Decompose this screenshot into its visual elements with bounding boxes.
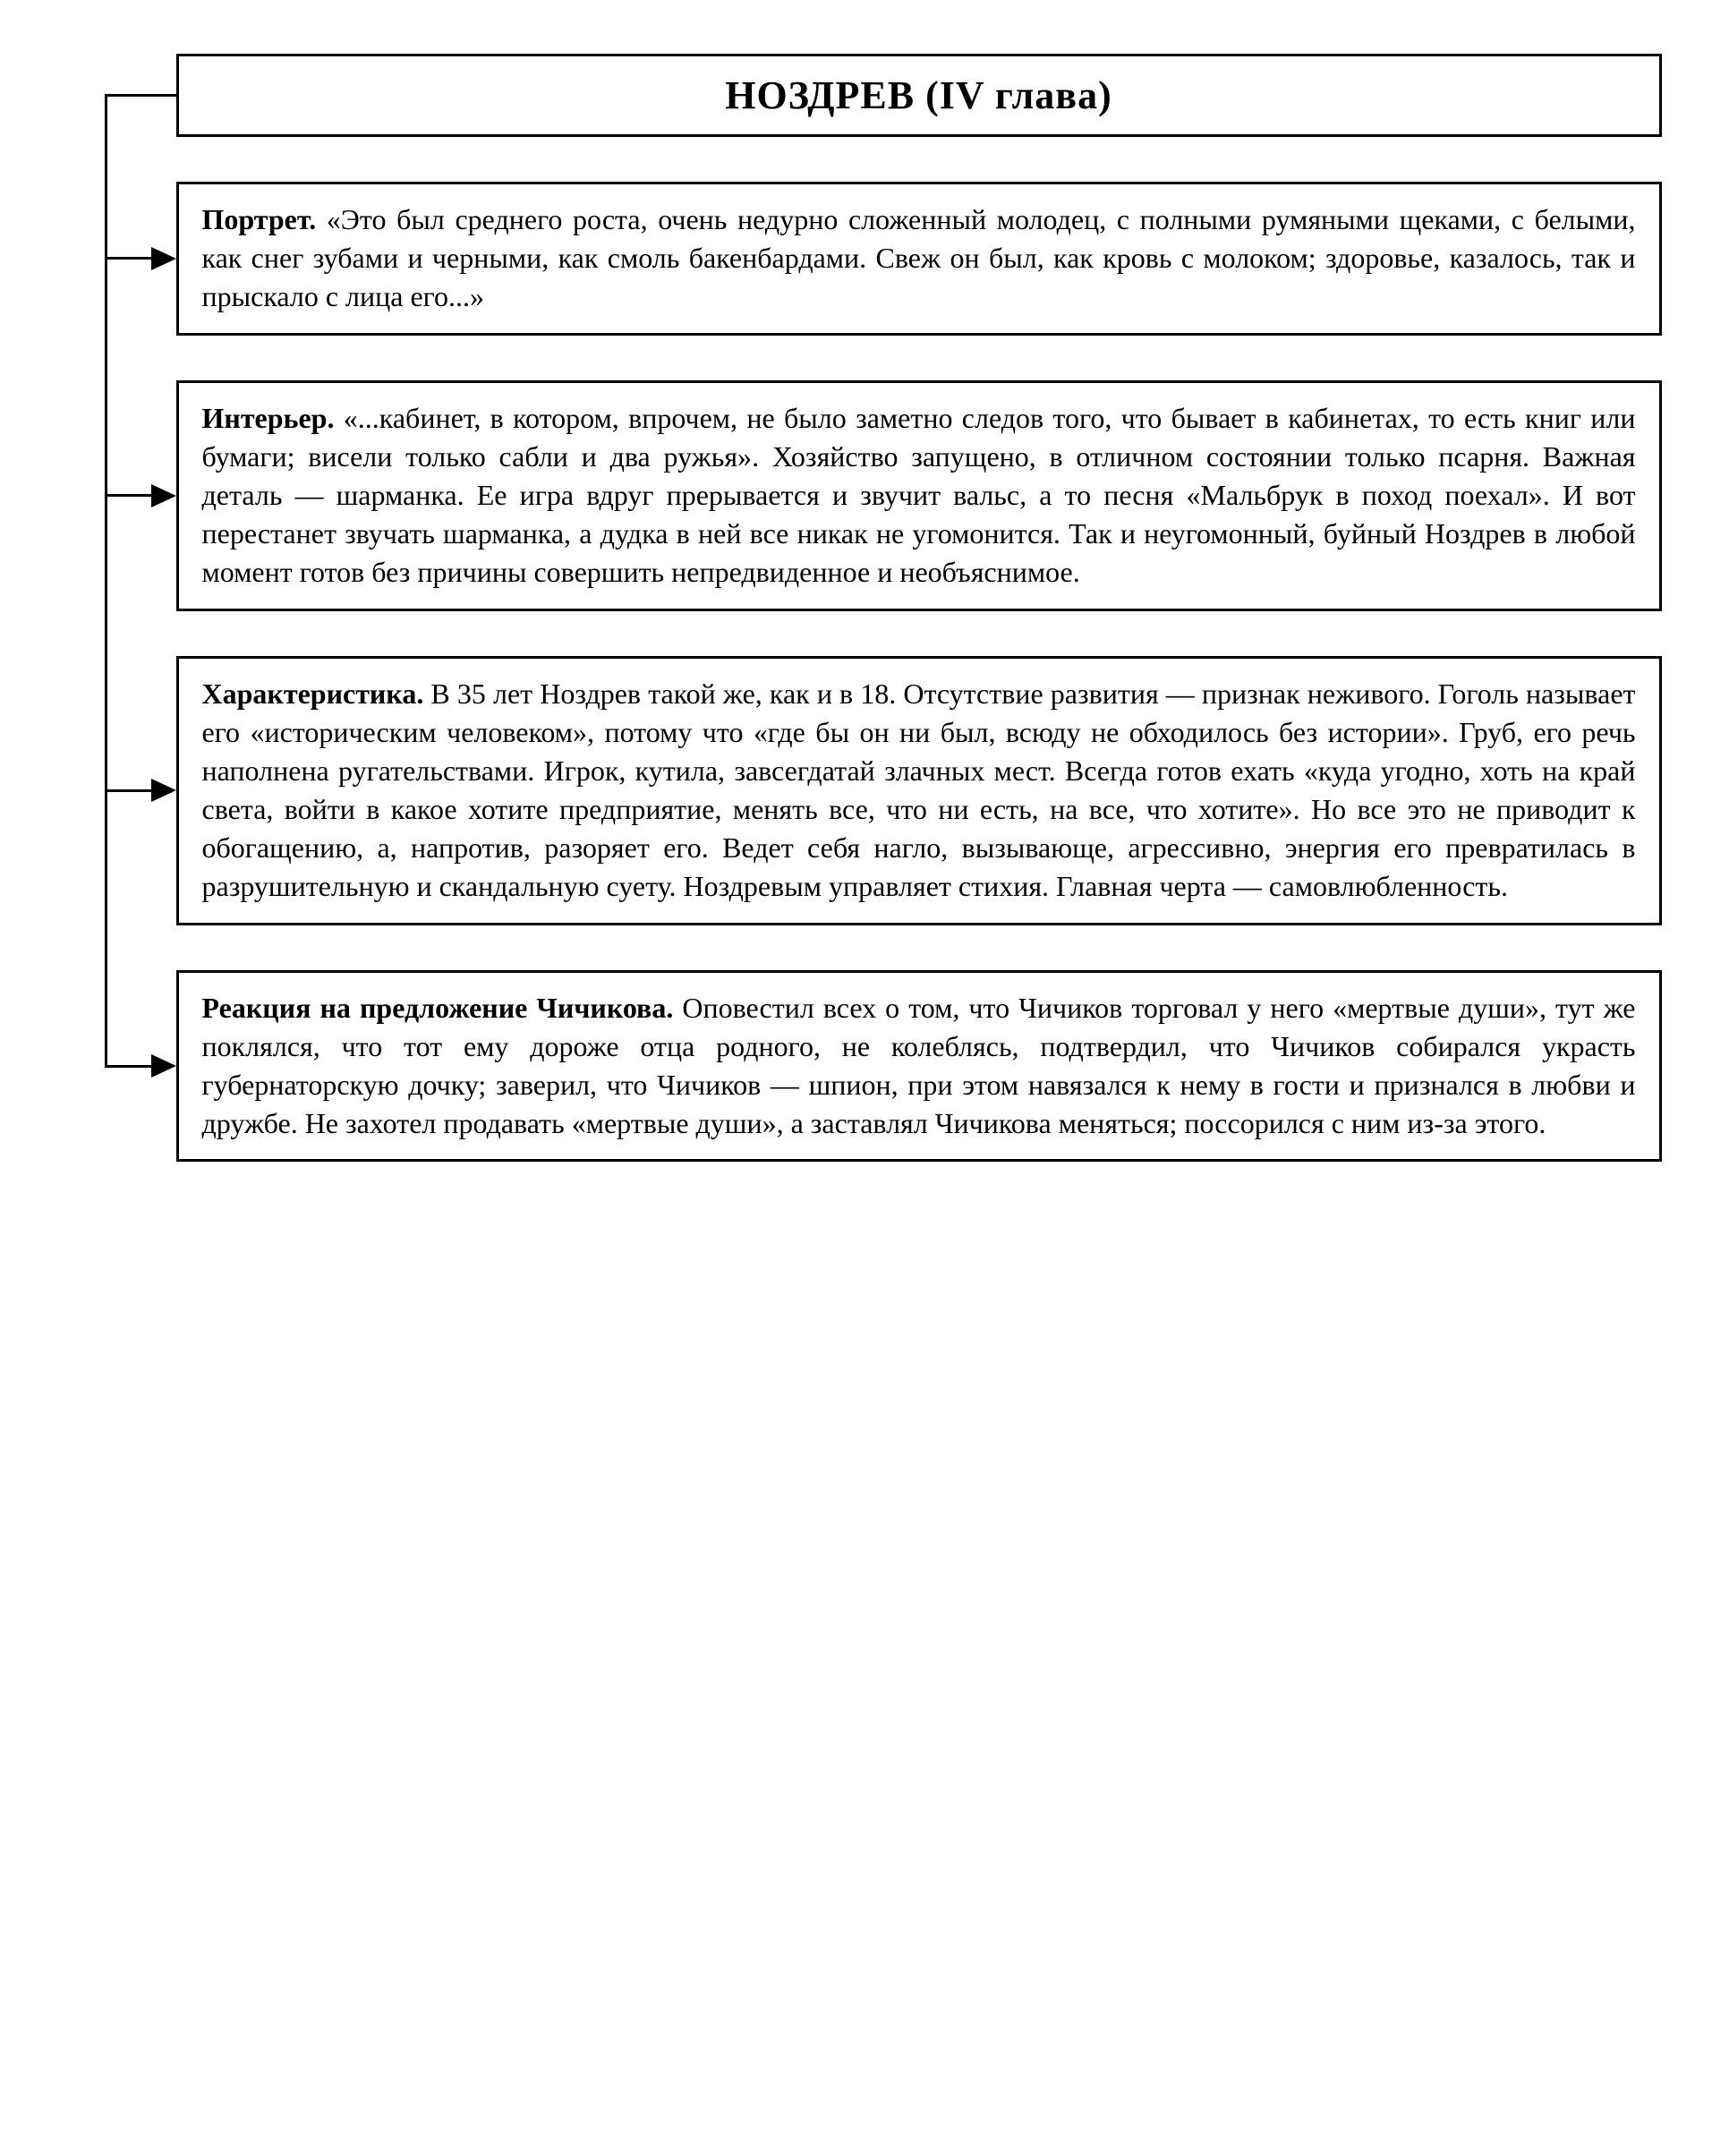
connector-line <box>105 257 151 260</box>
section-text: В 35 лет Ноздрев такой же, как и в 18. О… <box>202 677 1636 903</box>
connector-line <box>105 789 151 792</box>
section-label: Интерьер. <box>202 402 335 434</box>
section-label: Портрет. <box>202 203 317 235</box>
connector-line <box>105 1065 151 1068</box>
character-diagram: НОЗДРЕВ (IV глава) Портрет. «Это был сре… <box>51 54 1662 1162</box>
section-label: Реакция на предложение Чичикова. <box>202 992 674 1024</box>
title-box: НОЗДРЕВ (IV глава) <box>176 54 1662 137</box>
section-label: Характеристика. <box>202 677 424 710</box>
arrowhead-icon <box>151 247 176 270</box>
diagram-title: НОЗДРЕВ (IV глава) <box>206 72 1632 118</box>
arrowhead-icon <box>151 779 176 802</box>
arrowhead-icon <box>151 484 176 507</box>
section-text: «Это был среднего роста, очень недурно с… <box>202 203 1636 312</box>
section-box: Характеристика. В 35 лет Ноздрев такой ж… <box>176 656 1662 925</box>
connector-line <box>105 94 176 97</box>
connector-line <box>105 494 151 497</box>
sections-container: Портрет. «Это был среднего роста, очень … <box>51 182 1662 1162</box>
section-box: Интерьер. «...кабинет, в котором, впроче… <box>176 380 1662 611</box>
section-text: «...кабинет, в котором, впрочем, не было… <box>202 402 1636 589</box>
trunk-line <box>105 96 107 1068</box>
arrowhead-icon <box>151 1054 176 1078</box>
section-box: Портрет. «Это был среднего роста, очень … <box>176 182 1662 336</box>
section-box: Реакция на предложение Чичикова. Оповест… <box>176 970 1662 1163</box>
